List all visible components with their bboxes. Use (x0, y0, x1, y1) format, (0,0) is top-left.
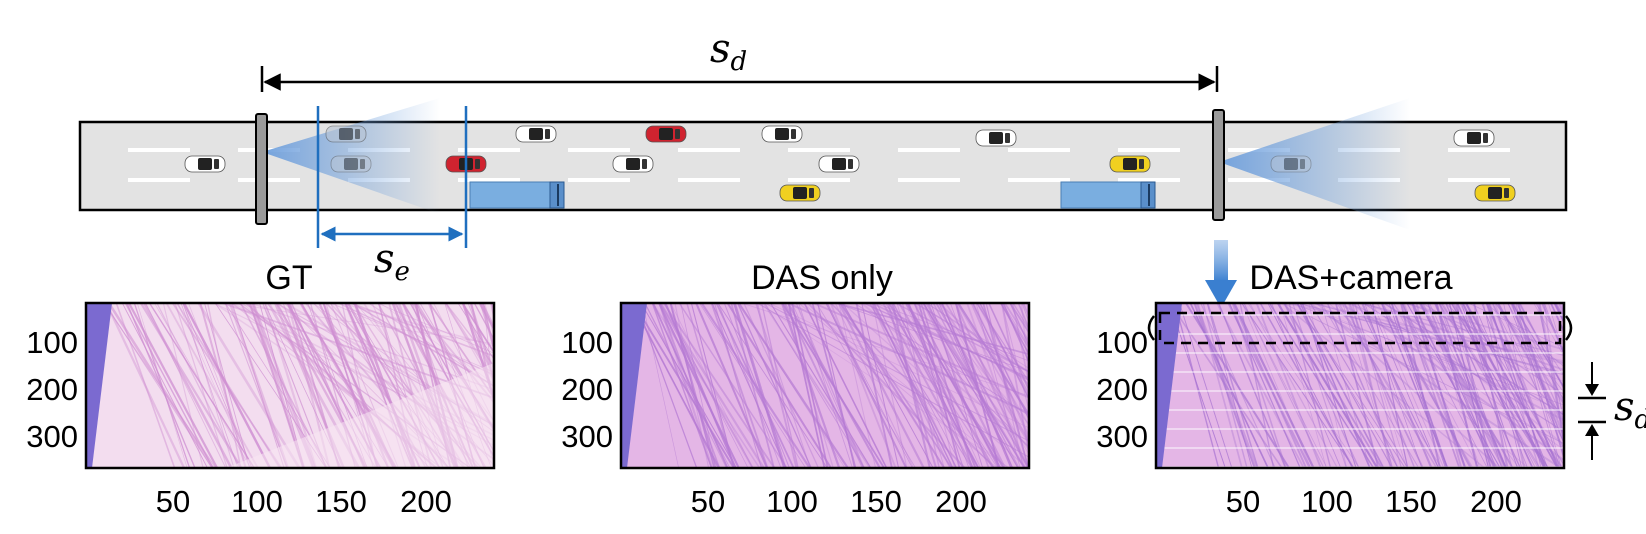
lane-dash (788, 178, 850, 182)
x-tick-label: 150 (850, 484, 902, 519)
highlight-band (1158, 311, 1562, 345)
panel-frame (84, 301, 496, 470)
panel-title: DAS only (751, 259, 893, 297)
spacing-sd-label: sd (1614, 384, 1646, 435)
car-icon (818, 155, 860, 173)
x-tick-label: 200 (1470, 484, 1522, 519)
lane-dash (1118, 148, 1180, 152)
x-tick-label: 50 (691, 484, 725, 519)
y-tick-label: 100 (1096, 325, 1148, 360)
onset-wedge (1156, 303, 1182, 468)
car-icon (975, 129, 1017, 147)
panel-frame (1154, 301, 1566, 470)
lane-dash (458, 148, 520, 152)
panel-frame (619, 301, 1031, 470)
panel-das: DAS only 100 200 300 50 100 150 200 (561, 259, 1031, 519)
x-tick-label: 150 (315, 484, 367, 519)
camera-pole-icon (255, 113, 268, 225)
x-tick-label: 100 (1301, 484, 1353, 519)
panel-title: DAS+camera (1249, 259, 1452, 297)
camera-to-panel-arrow (1205, 240, 1237, 308)
camera-beam-right (1219, 98, 1410, 230)
camera-pole-icon (1212, 109, 1225, 221)
lane-dash (568, 178, 630, 182)
span-sd-label: sd (710, 26, 747, 77)
lane-dash (898, 148, 960, 152)
car-icon (330, 155, 372, 173)
lane-dash (1228, 178, 1290, 182)
car-icon (645, 125, 687, 143)
span-arrow-sd: sd (260, 26, 1219, 92)
extent-se-label: se (374, 236, 410, 287)
car-icon (515, 125, 557, 143)
lane-dash (128, 148, 190, 152)
car-icon (1270, 155, 1312, 173)
car-icon (1474, 184, 1516, 202)
car-icon (779, 184, 821, 202)
panel-cam: DAS+camera 100 200 300 50 100 150 200 sd (1096, 259, 1646, 519)
onset-wedge (621, 303, 647, 468)
x-tick-label: 100 (766, 484, 818, 519)
x-tick-label: 50 (1226, 484, 1260, 519)
truck-icon (1060, 181, 1156, 209)
lane-dash (568, 148, 630, 152)
y-tick-label: 100 (561, 325, 613, 360)
x-tick-label: 100 (231, 484, 283, 519)
car-icon (612, 155, 654, 173)
lane-dash (238, 178, 300, 182)
lane-dash (788, 148, 850, 152)
y-tick-label: 300 (1096, 419, 1148, 454)
car-icon (325, 125, 367, 143)
car-icon (1109, 155, 1151, 173)
spacing-indicator-sd: sd (1578, 362, 1646, 460)
highlight-bracket-right (1565, 315, 1573, 341)
x-tick-label: 50 (156, 484, 190, 519)
y-tick-label: 200 (26, 372, 78, 407)
panels: GT 100 200 300 50 100 150 200 DAS only 100 200 300 5… (26, 259, 1646, 519)
y-tick-label: 100 (26, 325, 78, 360)
lane-dash (678, 178, 740, 182)
lane-dash (128, 178, 190, 182)
lane-dash (678, 148, 740, 152)
y-tick-label: 300 (26, 419, 78, 454)
vehicles (184, 125, 1516, 209)
onset-wedge (86, 303, 112, 468)
lane-dash (898, 178, 960, 182)
panel-title: GT (265, 259, 312, 297)
lane-dash (1448, 148, 1510, 152)
x-tick-label: 200 (935, 484, 987, 519)
lane-dash (1008, 178, 1070, 182)
extent-marker-se: se (316, 106, 468, 287)
x-tick-label: 150 (1385, 484, 1437, 519)
y-tick-label: 200 (561, 372, 613, 407)
lane-dash (458, 178, 520, 182)
y-tick-label: 300 (561, 419, 613, 454)
truck-icon (469, 181, 565, 209)
lane-dash (1118, 178, 1180, 182)
car-icon (761, 125, 803, 143)
panel-image (1156, 303, 1564, 468)
y-tick-label: 200 (1096, 372, 1148, 407)
panel-image (86, 303, 494, 468)
lane-dash (1008, 148, 1070, 152)
lane-dash (1448, 178, 1510, 182)
car-icon (184, 155, 226, 173)
car-icon (1453, 129, 1495, 147)
x-tick-label: 200 (400, 484, 452, 519)
panel-gt: GT 100 200 300 50 100 150 200 (26, 259, 496, 519)
highlight-bracket-left (1147, 315, 1155, 341)
